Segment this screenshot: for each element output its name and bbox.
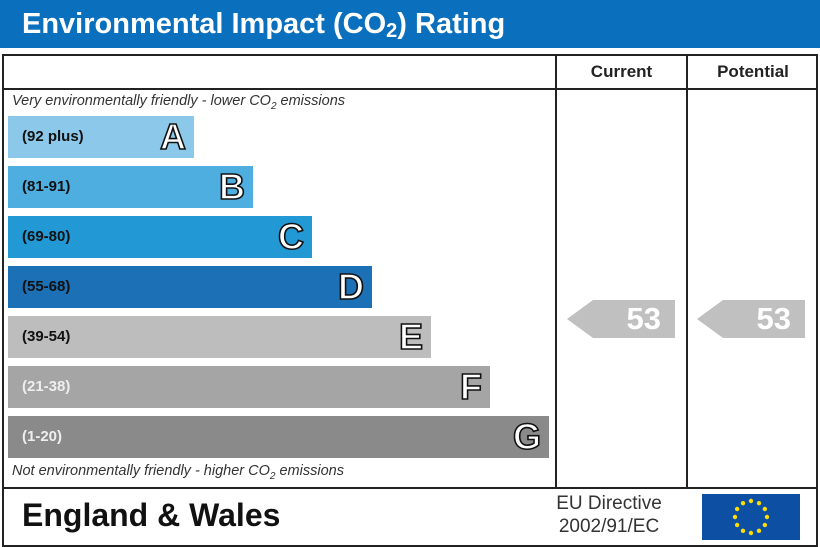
potential-header: Potential — [717, 62, 789, 81]
top-note: Very environmentally friendly - lower CO… — [12, 93, 346, 112]
band-range: (81-91) — [22, 178, 71, 195]
band-a: (92 plus) A — [8, 115, 194, 158]
band-d: (55-68) D — [8, 265, 372, 308]
bottom-note: Not environmentally friendly - higher CO… — [12, 463, 344, 482]
eu-directive: EU Directive 2002/91/EC — [556, 493, 662, 537]
divider — [2, 487, 818, 489]
band-letter: A — [159, 115, 187, 158]
divider — [555, 54, 557, 488]
band-letter: G — [512, 415, 542, 458]
band-letter: C — [277, 215, 305, 258]
current-rating-arrow: 53 — [567, 300, 675, 338]
band-range: (1-20) — [22, 428, 63, 445]
band-c: (69-80) C — [8, 215, 312, 258]
band-g: (1-20) G — [8, 415, 549, 458]
band-range: (92 plus) — [22, 128, 84, 145]
divider — [2, 88, 818, 90]
band-range: (21-38) — [22, 378, 71, 395]
divider — [686, 54, 688, 488]
chart-frame — [2, 54, 818, 547]
current-header: Current — [590, 62, 653, 81]
potential-rating-arrow: 53 — [697, 300, 805, 338]
band-letter: E — [398, 315, 424, 358]
band-letter: D — [337, 265, 365, 308]
band-letter: F — [459, 365, 483, 408]
band-letter: B — [218, 165, 246, 208]
current-rating-value: 53 — [626, 301, 661, 336]
band-f: (21-38) F — [8, 365, 490, 408]
band-range: (55-68) — [22, 278, 71, 295]
potential-rating-value: 53 — [756, 301, 791, 336]
band-b: (81-91) B — [8, 165, 253, 208]
band-e: (39-54) E — [8, 315, 431, 358]
eu-flag-icon — [702, 494, 800, 540]
band-range: (39-54) — [22, 328, 71, 345]
chart-title: Environmental Impact (CO2) Rating — [0, 0, 820, 48]
region-label: England & Wales — [22, 497, 281, 533]
band-range: (69-80) — [22, 228, 71, 245]
